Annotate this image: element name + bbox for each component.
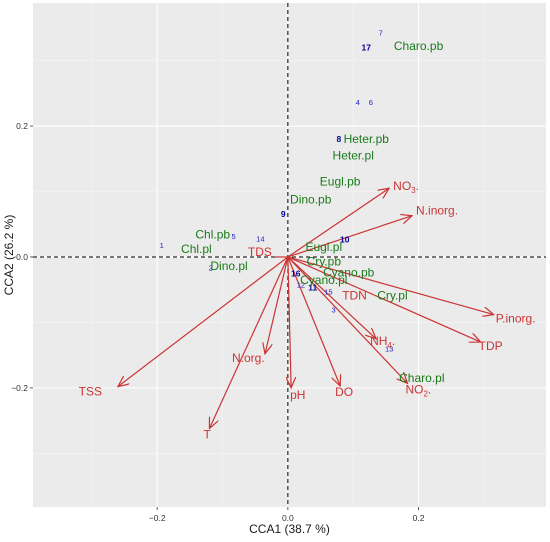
arrow-tdp [287, 256, 481, 342]
env-label-ph: pH [290, 388, 305, 402]
site-label-12: 12 [297, 280, 305, 289]
site-label-1: 1 [160, 241, 164, 250]
site-label-4: 4 [356, 98, 360, 107]
env-label-tss: TSS [79, 385, 102, 399]
taxon-label-eugl-pb: Eugl.pb [320, 175, 361, 189]
environmental-arrows [118, 188, 494, 428]
x-tick-label: 0.2 [413, 513, 425, 523]
x-axis-title: CCA1 (38.7 %) [249, 522, 330, 536]
site-label-2: 2 [209, 263, 213, 272]
env-label-nh4: NH4. [370, 334, 395, 350]
env-label-pinorg: P.inorg. [496, 312, 536, 326]
taxon-label-heter-pb: Heter.pb [344, 132, 390, 146]
arrow-no2 [287, 256, 408, 383]
site-label-10: 10 [340, 234, 350, 244]
arrow-norg [265, 256, 289, 354]
site-label-17: 17 [362, 43, 372, 53]
site-label-14: 14 [256, 235, 264, 244]
taxon-label-cry-pl: Cry.pl [377, 289, 407, 303]
env-label-tds: TDS [248, 245, 272, 259]
arrow-no3 [287, 188, 389, 258]
env-label-do: DO [335, 385, 353, 399]
arrow-tss [118, 256, 289, 387]
site-label-13: 13 [385, 345, 393, 354]
env-label-t: T [203, 427, 211, 441]
site-label-8: 8 [336, 134, 341, 144]
site-label-16: 16 [291, 268, 301, 278]
taxon-label-cyano-pb: Cyano.pb [323, 266, 375, 280]
site-label-11: 11 [308, 283, 317, 293]
arrow-do [287, 256, 340, 386]
taxa-labels: Charo.pb Heter.pb Heter.pl Eugl.pb Dino.pb Ch… [181, 39, 444, 385]
y-axis-title: CCA2 (26.2 %) [2, 215, 16, 296]
y-tick-label: −0.2 [11, 383, 28, 393]
taxon-label-cry-pb: Cry.pb [307, 255, 342, 269]
arrow-ph [288, 256, 291, 388]
env-label-no3: NO3. [393, 179, 419, 195]
taxon-label-charo-pl: Charo.pl [399, 371, 444, 385]
x-tick-label: 0.0 [282, 513, 294, 523]
taxon-label-chl-pb: Chl.pb [195, 228, 230, 242]
zero-lines [33, 3, 546, 507]
taxon-label-charo-pb: Charo.pb [394, 39, 444, 53]
y-tick-label: 0.2 [16, 121, 28, 131]
taxon-label-dino-pl: Dino.pl [210, 259, 247, 273]
site-label-15: 15 [324, 288, 332, 297]
plot-panel [33, 3, 546, 507]
env-label-subscript: 4 [387, 341, 392, 350]
env-label-norg: N.org. [232, 351, 265, 365]
taxon-label-cyano-pl: Cyano.pl [300, 273, 347, 287]
arrow-nh4 [287, 256, 376, 339]
taxon-label-dino-pb: Dino.pb [290, 192, 332, 206]
env-label-dot: . [416, 179, 419, 193]
env-label-tdn: TDN [342, 289, 367, 303]
arrow-ninorg [287, 216, 412, 258]
site-label-9: 9 [281, 209, 286, 219]
arrow-t [209, 256, 289, 428]
site-label-5: 5 [232, 232, 236, 241]
env-label-subscript: 2 [423, 389, 428, 398]
axis-ticks: −0.2 0.0 0.2 −0.2 0.0 0.2 [11, 121, 425, 523]
env-label-ninorg: N.inorg. [416, 204, 458, 218]
site-label-7: 7 [379, 28, 383, 37]
site-label-6: 6 [369, 98, 373, 107]
env-label-subscript: 3 [411, 186, 416, 195]
site-label-3: 3 [332, 305, 336, 314]
y-tick-label: 0.0 [16, 252, 28, 262]
taxon-label-eugl-pl: Eugl.pl [305, 240, 342, 254]
arrow-pinorg [287, 256, 494, 315]
env-label-dot: . [392, 334, 395, 348]
x-tick-label: −0.2 [149, 513, 166, 523]
taxon-label-heter-pl: Heter.pl [333, 149, 374, 163]
env-label-no2: NO2. [405, 382, 431, 398]
env-label-dot: . [428, 382, 431, 396]
env-label-tdp: TDP [479, 339, 503, 353]
environment-labels: NO3. N.inorg. P.inorg. TDP NH4. NO2. DO pH N.org… [79, 179, 536, 441]
taxon-label-chl-pl: Chl.pl [181, 242, 212, 256]
